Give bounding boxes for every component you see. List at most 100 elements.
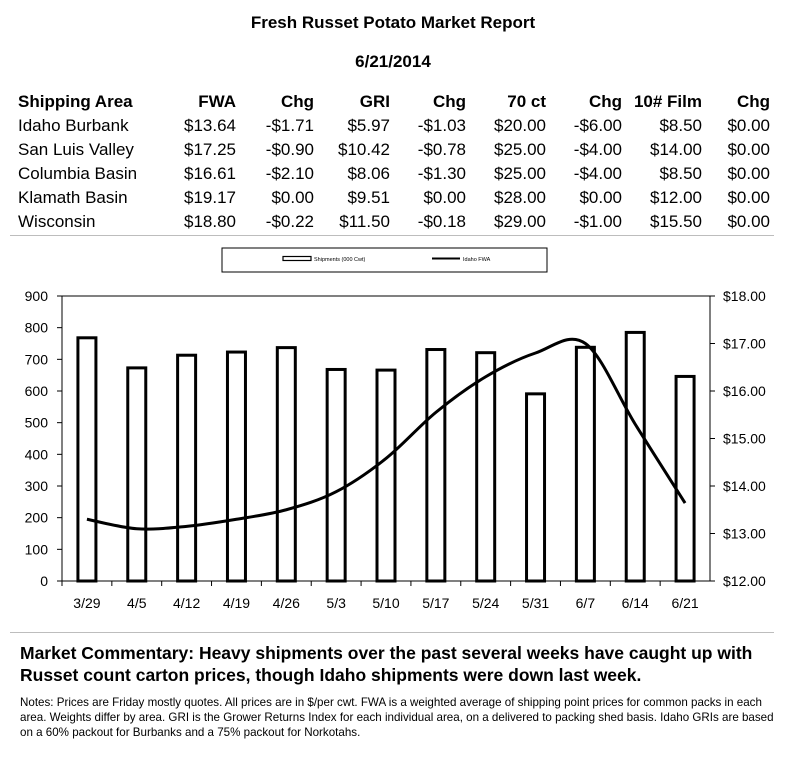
price-cell: -$6.00 [573,116,622,135]
legend-box [221,247,548,273]
table-row: Columbia Basin $16.61 -$2.10 $8.06 -$1.30 $25… [18,162,770,186]
left-axis-tick-label: 900 [25,288,49,304]
price-cell: -$0.18 [417,212,466,231]
right-axis-tick-label: $14.00 [723,478,766,494]
right-axis-tick-label: $15.00 [723,431,766,447]
shipment-bar [225,350,247,583]
price-cell: $19.17 [184,188,236,207]
right-axis-tick-label: $13.00 [723,526,766,542]
notes: Notes: Prices are Friday mostly quotes. … [20,696,774,739]
x-axis-tick-label: 5/10 [372,595,399,611]
price-cell: $29.00 [494,212,546,231]
shipment-bar [624,330,646,583]
x-axis-tick-label: 4/5 [127,595,147,611]
table-body: Idaho Burbank $13.64 -$1.71 $5.97 -$1.03 $20.… [18,114,770,234]
x-axis-tick-label: 3/29 [73,595,100,611]
report-title: Fresh Russet Potato Market Report [250,13,536,32]
price-cell: -$4.00 [573,164,622,183]
shipment-bar [275,346,297,583]
left-axis-tick-label: 800 [25,320,49,336]
right-axis-tick-label: $17.00 [723,336,766,352]
price-cell: $0.00 [271,188,314,207]
price-cell: $0.00 [727,188,770,207]
left-axis-tick-label: 0 [40,573,48,589]
price-cell: $12.00 [650,188,702,207]
price-cell: $15.50 [650,212,702,231]
price-cell: $9.51 [347,188,390,207]
shipping-area-cell: San Luis Valley [18,140,134,159]
price-cell: -$0.78 [417,140,466,159]
price-cell: $10.42 [338,140,390,159]
shipment-bar [76,336,98,583]
legend-label-shipments: Shipments (000 Cwt) [314,257,366,263]
table-row: Idaho Burbank $13.64 -$1.71 $5.97 -$1.03 $20.… [18,114,770,138]
left-axis-tick-label: 600 [25,383,49,399]
left-axis-tick-label: 700 [25,351,49,367]
right-axis-tick-label: $18.00 [723,288,766,304]
price-cell: $25.00 [494,164,546,183]
price-cell: $16.61 [184,164,236,183]
price-cell: -$0.22 [265,212,314,231]
table-row: San Luis Valley $17.25 -$0.90 $10.42 -$0.78 $… [18,138,770,162]
column-header: 70 ct [507,92,546,111]
left-axis-tick-label: 300 [25,478,49,494]
price-cell: -$4.00 [573,140,622,159]
column-header: 10# Film [633,92,702,111]
shipment-bar [126,366,148,583]
price-cell: $14.00 [650,140,702,159]
column-header: FWA [198,92,236,111]
column-header: Chg [432,92,466,111]
price-cell: $28.00 [494,188,546,207]
shipment-bar [425,348,447,583]
shipment-bar [176,353,198,583]
report-date: 6/21/2014 [355,52,431,71]
price-cell: $0.00 [579,188,622,207]
price-cell: $5.97 [347,116,390,135]
shipping-area-cell: Idaho Burbank [18,116,129,135]
price-cell: $0.00 [423,188,466,207]
divider-top [10,235,774,236]
price-cell: $8.06 [347,164,390,183]
x-axis-tick-label: 5/17 [422,595,449,611]
x-axis-tick-label: 6/21 [671,595,698,611]
table-header-row: Shipping Area FWA Chg GRI Chg 70 ct Chg 10# Fil… [18,90,770,114]
table-row: Klamath Basin $19.17 $0.00 $9.51 $0.00 $28.00… [18,186,770,210]
column-header: Chg [280,92,314,111]
price-cell: $0.00 [727,212,770,231]
price-cell: $20.00 [494,116,546,135]
price-cell: $8.50 [659,164,702,183]
idaho-fwa-line [86,337,687,531]
left-axis-tick-label: 200 [25,510,49,526]
shipment-bar [674,374,696,583]
divider-bottom [10,632,774,633]
column-header: GRI [359,92,390,111]
price-cell: -$1.71 [265,116,314,135]
shipment-bar [325,367,347,583]
left-axis-tick-label: 100 [25,541,49,557]
x-axis-tick-label: 5/31 [522,595,549,611]
left-axis-tick-label: 500 [25,415,49,431]
shipments-price-chart: Shipments (000 Cwt) Idaho FWA 0 100 200 300 40… [25,247,766,611]
price-cell: -$0.90 [265,140,314,159]
price-cell: $0.00 [727,116,770,135]
price-cell: -$2.10 [265,164,314,183]
table-row: Wisconsin $18.80 -$0.22 $11.50 -$0.18 $29.00 -… [18,210,770,234]
price-cell: $13.64 [184,116,236,135]
shipping-area-cell: Wisconsin [18,212,96,231]
x-axis-tick-label: 6/14 [622,595,649,611]
column-header: Chg [736,92,770,111]
price-cell: $17.25 [184,140,236,159]
x-axis-tick-label: 5/3 [326,595,346,611]
column-header: Chg [588,92,622,111]
shipping-area-cell: Columbia Basin [18,164,138,183]
shipment-bar [375,368,397,583]
shipping-area-cell: Klamath Basin [18,188,128,207]
price-cell: -$1.30 [417,164,466,183]
price-cell: $18.80 [184,212,236,231]
shipment-bar [574,345,596,583]
left-axis-tick-label: 400 [25,446,49,462]
price-cell: -$1.03 [417,116,466,135]
shipment-bar [475,351,497,583]
x-axis-tick-label: 4/19 [223,595,250,611]
market-commentary: Market Commentary: Heavy shipments over … [20,643,753,685]
